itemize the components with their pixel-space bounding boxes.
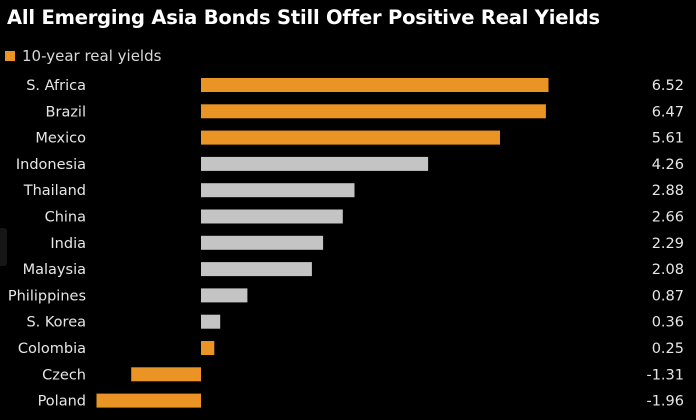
value-label-malaysia: 2.08: [652, 262, 684, 278]
category-label-thailand: Thailand: [23, 183, 86, 199]
bar-thailand: [201, 183, 355, 198]
category-label-brazil: Brazil: [46, 104, 86, 120]
legend: 10-year real yields: [5, 46, 161, 66]
value-label-colombia: 0.25: [652, 341, 684, 357]
category-label-poland: Poland: [38, 394, 86, 410]
scroll-handle[interactable]: [0, 228, 7, 266]
bar-indonesia: [201, 156, 429, 171]
category-label-china: China: [45, 210, 86, 226]
category-label-malaysia: Malaysia: [23, 262, 86, 278]
bar-poland: [96, 393, 201, 408]
category-labels: S. Africa Brazil Mexico Indonesia Thailand Ch…: [8, 78, 86, 410]
chart-title: All Emerging Asia Bonds Still Offer Posi…: [7, 6, 600, 29]
category-label-mexico: Mexico: [35, 131, 86, 147]
category-label-s-africa: S. Africa: [26, 78, 86, 94]
bar-colombia: [201, 341, 215, 355]
bar-malaysia: [201, 262, 312, 277]
category-label-s-korea: S. Korea: [26, 315, 86, 331]
bar-s-korea: [201, 314, 221, 329]
value-label-philippines: 0.87: [652, 288, 684, 304]
bar-s-africa: [201, 78, 549, 92]
value-label-thailand: 2.88: [652, 183, 684, 199]
value-label-poland: -1.96: [646, 394, 684, 410]
value-label-china: 2.66: [652, 210, 684, 226]
bars-group: [96, 78, 549, 408]
value-label-s-africa: 6.52: [652, 78, 684, 94]
legend-swatch: [5, 51, 15, 61]
value-labels: 6.52 6.47 5.61 4.26 2.88 2.66 2.29 2.08 0.87 0.36…: [646, 78, 684, 410]
category-label-indonesia: Indonesia: [16, 157, 86, 173]
value-label-brazil: 6.47: [652, 104, 684, 120]
value-label-mexico: 5.61: [652, 131, 684, 147]
bar-brazil: [201, 104, 546, 119]
bar-india: [201, 235, 324, 250]
category-label-india: India: [50, 236, 86, 252]
bar-philippines: [201, 288, 248, 303]
bar-czech: [131, 367, 201, 382]
legend-label: 10-year real yields: [22, 47, 162, 65]
value-label-czech: -1.31: [646, 367, 684, 383]
bar-mexico: [201, 130, 500, 145]
category-label-czech: Czech: [42, 367, 86, 383]
value-label-indonesia: 4.26: [652, 157, 684, 173]
category-label-philippines: Philippines: [8, 288, 86, 304]
bar-china: [201, 209, 343, 224]
value-label-s-korea: 0.36: [652, 315, 684, 331]
value-label-india: 2.29: [652, 236, 684, 252]
category-label-colombia: Colombia: [18, 341, 86, 357]
